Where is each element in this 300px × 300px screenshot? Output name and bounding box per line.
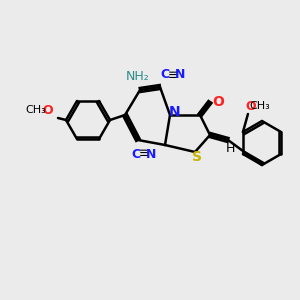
Text: N: N bbox=[169, 105, 181, 119]
Text: CH₃: CH₃ bbox=[26, 105, 46, 115]
Text: ≡: ≡ bbox=[139, 148, 149, 160]
Text: ≡: ≡ bbox=[168, 68, 178, 82]
Text: H: H bbox=[225, 142, 235, 155]
Text: N: N bbox=[146, 148, 156, 160]
Text: CH₃: CH₃ bbox=[250, 101, 270, 111]
Text: O: O bbox=[43, 103, 53, 116]
Text: O: O bbox=[212, 95, 224, 109]
Text: N: N bbox=[175, 68, 185, 82]
Text: O: O bbox=[246, 100, 256, 112]
Text: C: C bbox=[131, 148, 141, 160]
Text: NH₂: NH₂ bbox=[126, 70, 150, 83]
Text: S: S bbox=[192, 150, 202, 164]
Text: C: C bbox=[160, 68, 169, 82]
